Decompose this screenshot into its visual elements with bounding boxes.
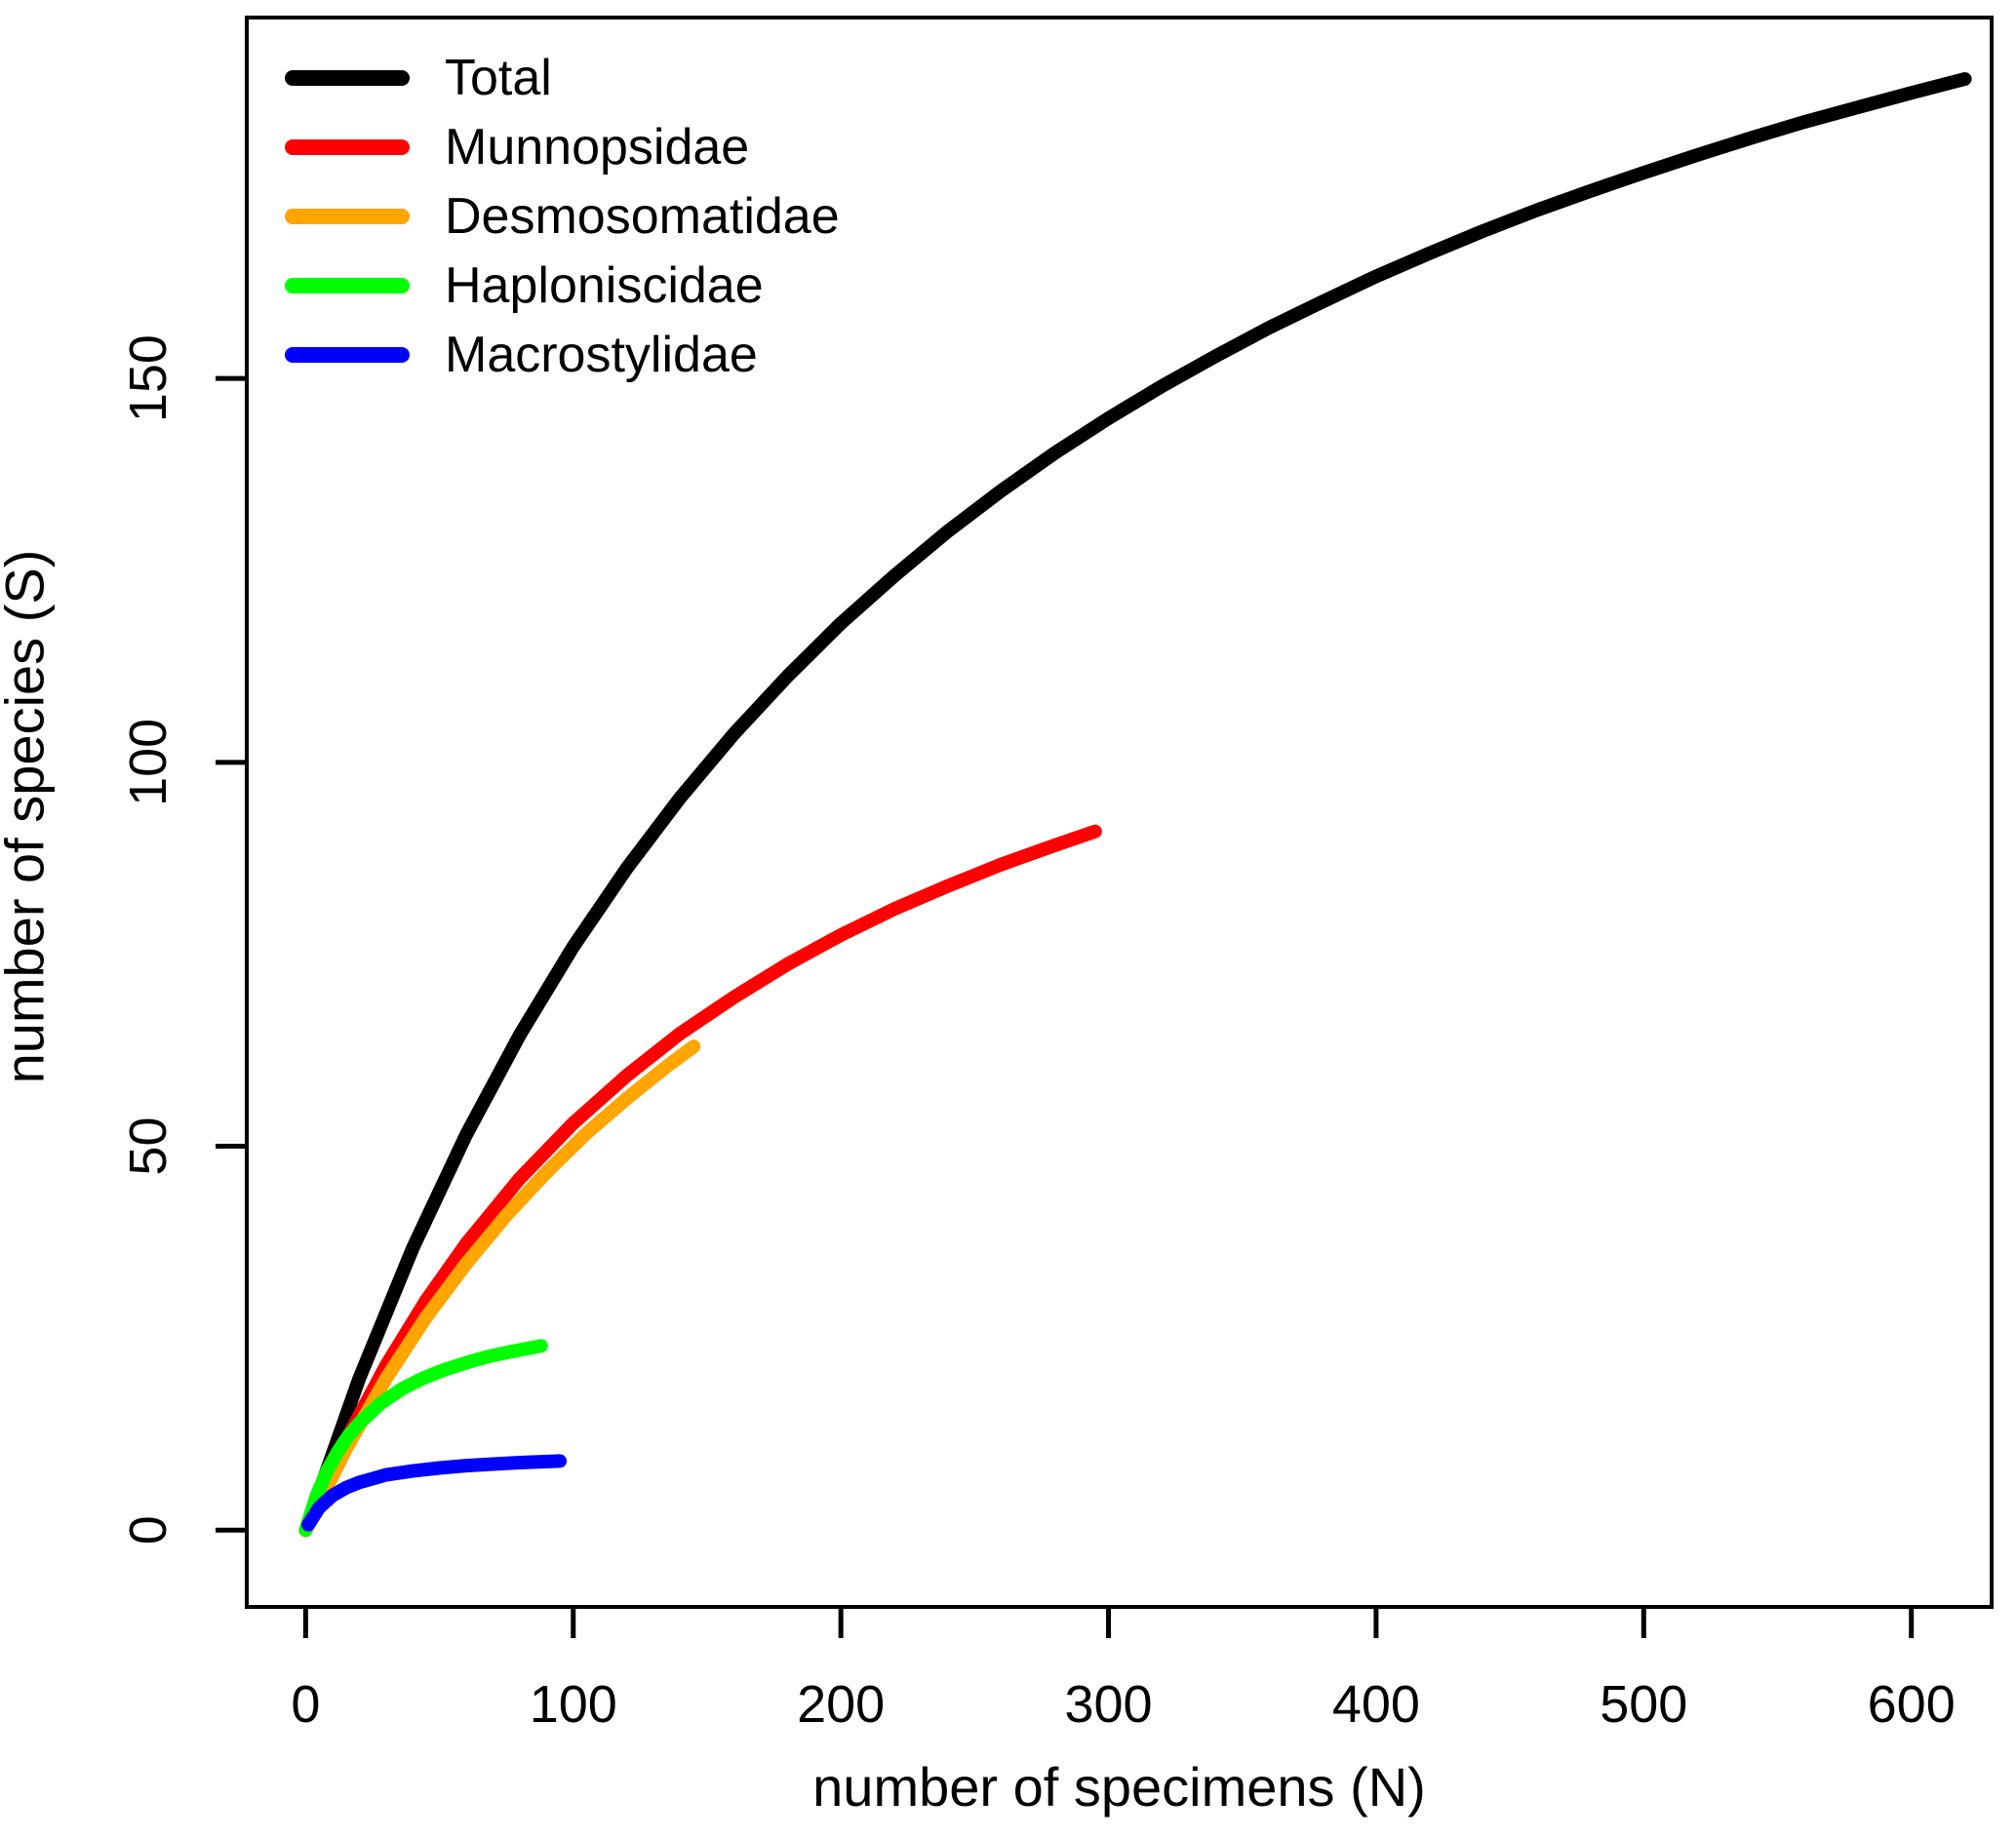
legend-label: Total [445, 49, 552, 106]
y-tick-label: 150 [119, 334, 178, 422]
series-curve-total [298, 72, 1972, 1538]
legend-item-haploniscidae: Haploniscidae [285, 251, 840, 320]
y-tick-label: 50 [119, 1116, 178, 1175]
legend-label: Desmosomatidae [445, 187, 840, 245]
x-tick-label: 400 [1332, 1675, 1420, 1734]
legend-item-munnopsidae: Munnopsidae [285, 112, 840, 181]
x-tick-label: 200 [797, 1675, 885, 1734]
legend-swatch [285, 277, 410, 293]
x-tick-label: 300 [1064, 1675, 1152, 1734]
legend-swatch [285, 346, 410, 363]
legend-label: Macrostylidae [445, 326, 758, 383]
x-tick-label: 500 [1600, 1675, 1687, 1734]
legend-label: Munnopsidae [445, 118, 750, 176]
plot-box [245, 16, 1994, 1609]
y-tick-label: 0 [119, 1515, 178, 1545]
legend-swatch [285, 69, 410, 86]
series-curve-munnopsidae [298, 824, 1102, 1538]
y-tick-label: 100 [119, 719, 178, 806]
x-tick-label: 0 [291, 1675, 320, 1734]
legend-swatch [285, 208, 410, 224]
legend-label: Haploniscidae [445, 256, 764, 314]
legend-item-desmosomatidae: Desmosomatidae [285, 181, 840, 251]
legend-item-total: Total [285, 43, 840, 112]
series-curve-macrostylidae [301, 1454, 567, 1532]
x-tick-label: 600 [1868, 1675, 1956, 1734]
legend: Total Munnopsidae Desmosomatidae Haploni… [285, 43, 840, 389]
x-axis-title: number of specimens (N) [812, 1756, 1426, 1818]
legend-item-macrostylidae: Macrostylidae [285, 320, 840, 389]
series-curve-haploniscidae [298, 1339, 548, 1538]
legend-swatch [285, 138, 410, 155]
y-axis-title: number of species (S) [0, 549, 56, 1084]
x-tick-label: 100 [530, 1675, 617, 1734]
